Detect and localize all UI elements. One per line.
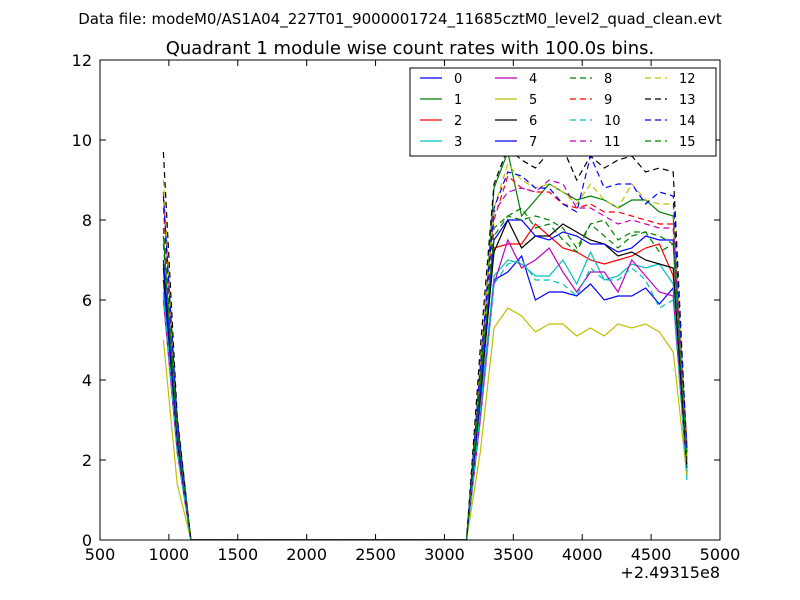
legend-label-8: 8: [604, 72, 612, 87]
y-tick-label: 4: [82, 371, 92, 390]
y-tick-label: 12: [72, 51, 92, 70]
series-line-7: [162, 219, 688, 540]
legend-label-5: 5: [529, 93, 537, 108]
x-tick-label: 1000: [149, 545, 190, 564]
series-line-4: [162, 238, 688, 540]
y-tick-label: 8: [82, 211, 92, 230]
x-tick-label: 1500: [217, 545, 258, 564]
x-tick-label: 3500: [493, 545, 534, 564]
series-line-1: [162, 149, 688, 540]
x-tick-label: 5000: [700, 545, 741, 564]
y-tick-label: 10: [72, 131, 92, 150]
x-offset-label: +2.49315e8: [620, 563, 720, 582]
legend-label-15: 15: [679, 135, 696, 150]
y-tick-label: 6: [82, 291, 92, 310]
series-line-2: [162, 223, 688, 540]
series-line-5: [162, 307, 688, 540]
legend-label-12: 12: [679, 72, 696, 87]
y-tick-label: 2: [82, 451, 92, 470]
series-line-13: [162, 146, 688, 540]
y-tick-label: 0: [82, 531, 92, 550]
legend-label-13: 13: [679, 93, 696, 108]
x-tick-label: 4000: [562, 545, 603, 564]
x-tick-label: 500: [85, 545, 116, 564]
legend-label-0: 0: [454, 72, 462, 87]
x-tick-label: 2000: [286, 545, 327, 564]
series-line-3: [162, 250, 688, 540]
legend-label-1: 1: [454, 93, 462, 108]
series-line-12: [162, 162, 688, 540]
legend-label-9: 9: [604, 93, 612, 108]
plot-area: 500 1000 1500 2000 2500 3000 3500 4000 4500 5000 0…: [72, 51, 741, 564]
legend-frame: [409, 67, 717, 157]
chart-title: Quadrant 1 module wise count rates with …: [166, 38, 655, 59]
series-line-6: [162, 218, 688, 540]
ticks-layer: 500 1000 1500 2000 2500 3000 3500 4000 4500 5000 0…: [72, 51, 741, 564]
x-tick-label: 4500: [631, 545, 672, 564]
legend-label-10: 10: [604, 114, 621, 129]
figure-suptitle: Data file: modeM0/AS1A04_227T01_90000017…: [78, 10, 722, 29]
legend-label-11: 11: [604, 135, 621, 150]
legend-label-7: 7: [529, 135, 537, 150]
legend-label-3: 3: [454, 135, 462, 150]
series-line-9: [162, 174, 688, 540]
series-line-0: [162, 254, 688, 540]
legend-label-2: 2: [454, 114, 462, 129]
legend-label-4: 4: [529, 72, 537, 87]
series-line-11: [162, 179, 688, 540]
legend-label-14: 14: [679, 114, 696, 129]
series-line-10: [162, 259, 688, 540]
series-layer: [162, 146, 688, 540]
x-tick-label: 2500: [355, 545, 396, 564]
x-tick-label: 3000: [424, 545, 465, 564]
legend-label-6: 6: [529, 114, 537, 129]
series-line-8: [162, 215, 688, 540]
